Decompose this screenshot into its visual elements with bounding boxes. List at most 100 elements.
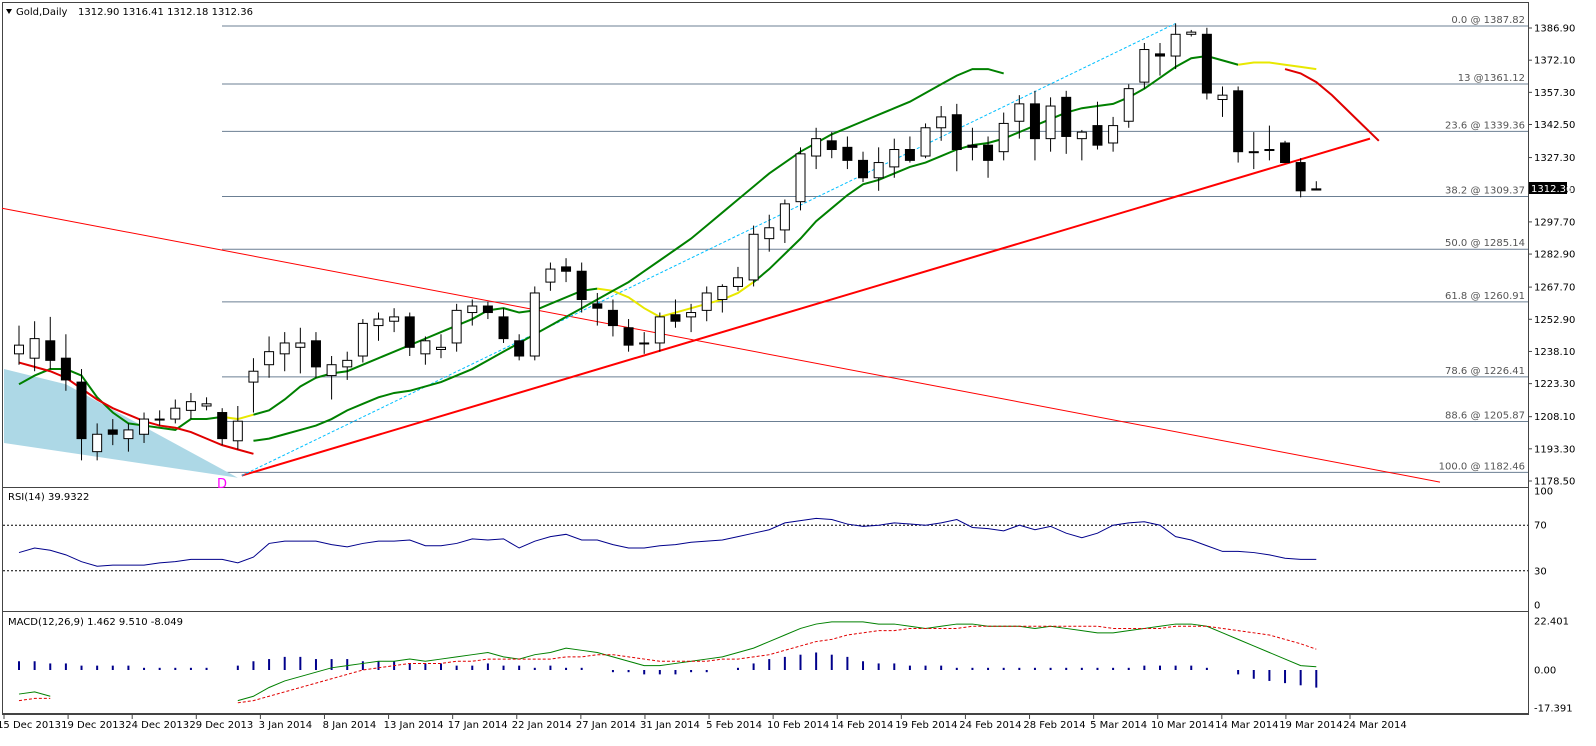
macd-signal-line <box>18 697 51 702</box>
candle <box>1295 158 1306 198</box>
fib-level-label: 0.0 @ 1387.82 <box>1451 15 1525 26</box>
candle <box>889 138 900 178</box>
price-tick-label: 1282.90 <box>1534 250 1575 261</box>
ohlc-readout: 1312.90 1316.41 1312.18 1312.36 <box>78 7 253 18</box>
candle <box>357 319 368 363</box>
fib-level-label: 50.0 @ 1285.14 <box>1445 238 1525 249</box>
price-tick-label: 1327.30 <box>1534 153 1575 164</box>
candle <box>1092 101 1103 150</box>
shaded-wedge <box>4 369 238 478</box>
d-point-marker: D <box>217 477 227 492</box>
rsi-axis-label: 0 <box>1534 601 1540 612</box>
channel-line-hidden <box>253 17 1237 443</box>
candle <box>545 262 556 291</box>
rsi-label: RSI(14) 39.9322 <box>8 492 89 503</box>
candle <box>904 136 915 163</box>
candle <box>1170 23 1181 70</box>
candles <box>14 23 1322 461</box>
macd-axis-label: 22.401 <box>1534 617 1569 628</box>
price-tick-label: 1297.70 <box>1534 217 1575 228</box>
date-tick-label: 3 Jan 2014 <box>259 720 313 731</box>
candle <box>326 356 337 400</box>
candle <box>623 319 634 352</box>
candle <box>607 299 618 337</box>
ma-slow-line <box>253 68 1004 442</box>
candle <box>654 312 665 352</box>
date-tick-label: 14 Feb 2014 <box>831 720 893 731</box>
candle <box>420 336 431 365</box>
candle <box>842 136 853 170</box>
date-tick-label: 19 Dec 2013 <box>61 720 125 731</box>
candle <box>498 308 509 343</box>
date-tick-label: 19 Feb 2014 <box>895 720 957 731</box>
candle <box>858 151 869 183</box>
price-tick-label: 1267.70 <box>1534 283 1575 294</box>
trend-lines <box>1 17 1441 483</box>
candle <box>764 214 775 252</box>
candle <box>279 332 290 372</box>
fib-level-label: 78.6 @ 1226.41 <box>1445 366 1525 377</box>
candle <box>1123 84 1134 128</box>
candle <box>1076 129 1087 161</box>
candle <box>232 406 243 450</box>
moving-averages <box>18 55 1380 455</box>
dropdown-triangle-icon[interactable] <box>6 9 12 14</box>
candle <box>951 103 962 172</box>
candle <box>748 225 759 287</box>
price-axis: 1386.90 1372.10 1357.30 1342.50 1327.30 1312.… <box>1528 24 1575 488</box>
candle <box>779 199 790 243</box>
date-tick-label: 5 Feb 2014 <box>706 720 762 731</box>
candle <box>998 112 1009 161</box>
price-tick-label: 1357.30 <box>1534 88 1575 99</box>
date-tick-label: 24 Mar 2014 <box>1343 720 1406 731</box>
rsi-indicator: 100 70 30 0 <box>3 487 1553 612</box>
candle <box>1014 95 1025 139</box>
candle <box>123 423 134 452</box>
current-price-tag <box>1529 182 1567 194</box>
candle <box>264 336 275 378</box>
macd-label: MACD(12,26,9) 1.462 9.510 -8.049 <box>8 617 183 628</box>
price-tick-label: 1342.50 <box>1534 120 1575 131</box>
candle <box>248 358 259 413</box>
candle <box>1233 86 1244 163</box>
price-tick-label: 1223.30 <box>1534 379 1575 390</box>
rsi-axis-label: 100 <box>1534 487 1553 498</box>
ma-red-line-start <box>18 361 254 455</box>
candle <box>185 392 196 420</box>
candle <box>592 292 603 326</box>
date-tick-label: 13 Jan 2014 <box>384 720 444 731</box>
candle <box>1311 181 1322 191</box>
symbol-label: Gold,Daily <box>16 7 68 18</box>
macd-axis-label: 0.00 <box>1534 666 1556 677</box>
date-tick-label: 27 Jan 2014 <box>576 720 636 731</box>
fibonacci-levels: 0.0 @ 1387.82 13 @1361.12 23.6 @ 1339.36 38… <box>222 15 1528 473</box>
candle <box>811 127 822 170</box>
date-tick-label: 19 Mar 2014 <box>1279 720 1342 731</box>
ma-fast-line-yellow <box>1238 61 1317 71</box>
date-tick-label: 14 Mar 2014 <box>1215 720 1278 731</box>
date-tick-label: 8 Jan 2014 <box>323 720 377 731</box>
rising-trend-line <box>241 137 1371 477</box>
candle <box>1248 132 1259 170</box>
candle <box>561 258 572 283</box>
candle <box>310 332 321 378</box>
price-tick-label: 1193.30 <box>1534 444 1575 455</box>
candle <box>1264 125 1275 161</box>
rsi-line <box>18 517 1317 567</box>
date-tick-label: 31 Jan 2014 <box>640 720 700 731</box>
candle <box>1108 116 1119 152</box>
candle <box>920 123 931 159</box>
candle <box>107 419 118 446</box>
date-tick-label: 28 Feb 2014 <box>1023 720 1085 731</box>
date-tick-label: 15 Dec 2013 <box>0 720 61 731</box>
candle <box>170 399 181 424</box>
candle <box>1029 90 1040 161</box>
ma-fast-line <box>18 368 223 431</box>
candle <box>436 334 447 359</box>
candle <box>717 284 728 313</box>
candle <box>576 262 587 313</box>
date-tick-label: 24 Dec 2013 <box>125 720 189 731</box>
macd-main-line <box>18 691 51 697</box>
rsi-axis-label: 70 <box>1534 521 1547 532</box>
